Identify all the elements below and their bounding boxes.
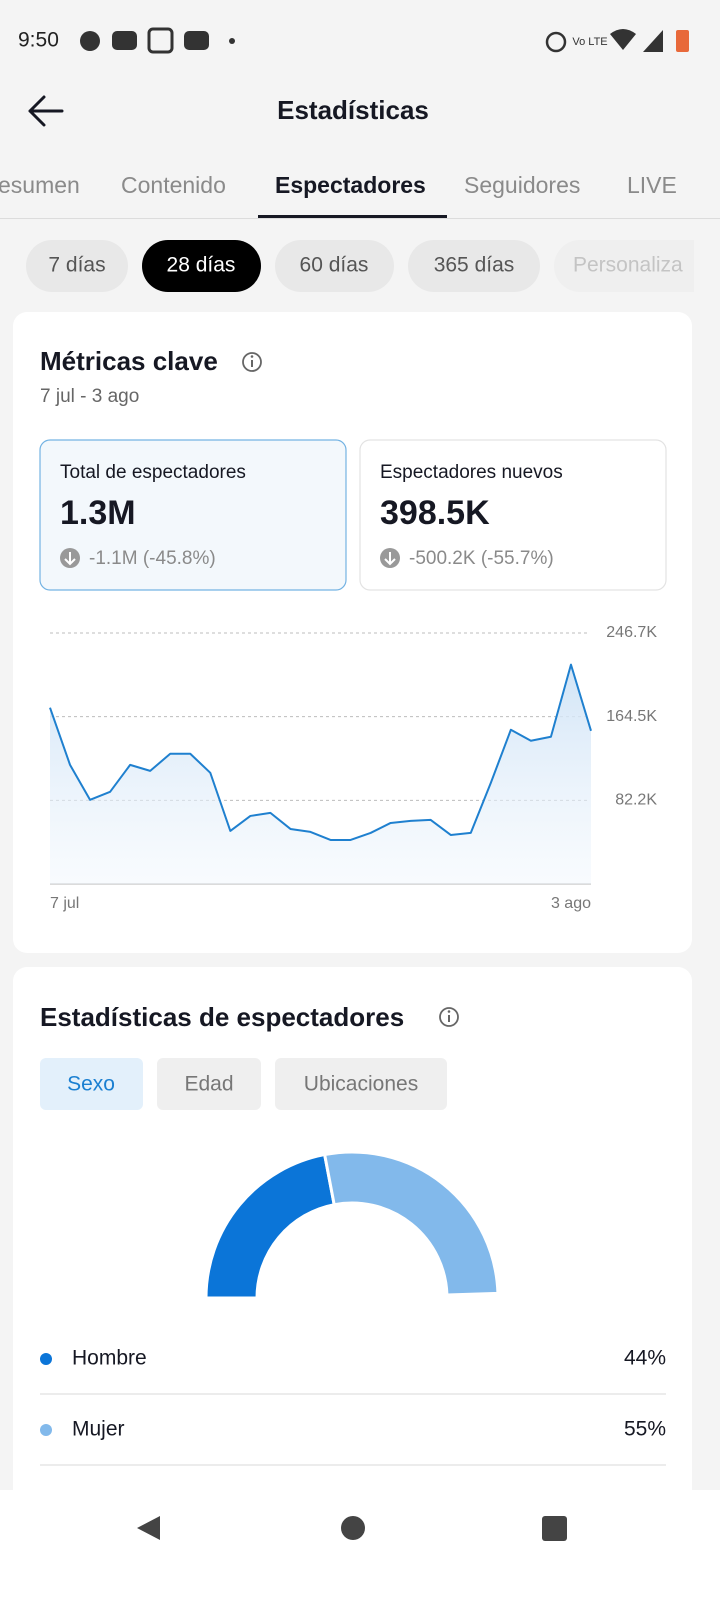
filter-pill-active[interactable] [40,1058,143,1110]
nav-bar [0,1490,720,1600]
tab[interactable]: esumen [0,172,80,198]
section-title: Métricas clave [40,346,218,376]
info-icon[interactable] [242,352,262,372]
y-tick-label: 246.7K [606,624,657,641]
line-chart: 82.2K 164.5K 246.7K 7 jul 3 ago [49,624,657,912]
metric-value: 1.3M [60,494,136,532]
period-label[interactable]: 365 días [434,254,515,277]
tab[interactable]: Seguidores [464,172,580,198]
period-pill[interactable] [554,240,720,292]
metric-card-active[interactable] [39,439,347,591]
tab-divider [0,218,720,219]
down-icon [60,548,80,568]
filter-label[interactable]: Edad [184,1073,233,1096]
tab-indicator [258,215,447,218]
period-label[interactable]: 7 días [48,254,105,277]
pie-segment [322,1150,500,1297]
x-tick-label: 7 jul [50,895,79,912]
period-pill[interactable] [275,240,394,292]
date-range: 7 jul - 3 ago [40,386,139,407]
down-icon [380,548,400,568]
legend-dot [40,1353,52,1365]
metric-change: -500.2K (-55.7%) [409,548,554,569]
section-title: Estadísticas de espectadores [40,1002,404,1032]
filter-pill[interactable] [157,1058,261,1110]
legend-dot [40,1424,52,1436]
tab[interactable]: LIVE [627,172,677,198]
nav-recents[interactable] [542,1516,567,1541]
metric-label: Espectadores nuevos [380,462,563,483]
gender-chart: Hombre 44% Mujer 55% [40,1150,666,1466]
filter-pill[interactable] [275,1058,447,1110]
viewer-card [13,967,692,1527]
metric-change: -1.1M (-45.8%) [89,548,216,569]
svg-text:Vo LTE: Vo LTE [572,36,607,48]
info-icon[interactable] [439,1007,459,1027]
area [50,664,591,884]
tab-active[interactable]: Espectadores [275,172,426,198]
filter-label[interactable]: Sexo [67,1073,115,1096]
metric-card[interactable] [359,439,667,591]
filter-label[interactable]: Ubicaciones [304,1073,418,1096]
page-title: Estadísticas [277,95,429,125]
back-button[interactable] [28,95,64,127]
period-label[interactable]: 60 días [300,254,369,277]
legend-label: Mujer [72,1418,125,1441]
period-label[interactable]: 28 días [167,254,236,277]
status-icons: Vo LTE [80,27,689,54]
y-tick-label: 164.5K [606,708,657,725]
tab[interactable]: Contenido [121,172,226,198]
value-label: 44% [624,1347,666,1370]
period-pill[interactable] [26,240,128,292]
status-time: 9:50 [18,29,59,52]
y-tick-label: 82.2K [615,792,657,809]
period-label[interactable]: Personaliza [573,254,683,277]
nav-home[interactable] [341,1516,365,1540]
period-pill[interactable] [408,240,540,292]
scroll-fade [694,236,720,296]
line [49,663,592,841]
legend-label: Hombre [72,1347,147,1370]
x-tick-label: 3 ago [551,895,591,912]
metric-value: 398.5K [380,494,490,532]
value-label: 55% [624,1418,666,1441]
metric-label: Total de espectadores [60,462,246,483]
period-pill-active[interactable] [142,240,261,292]
nav-back[interactable] [137,1516,160,1540]
